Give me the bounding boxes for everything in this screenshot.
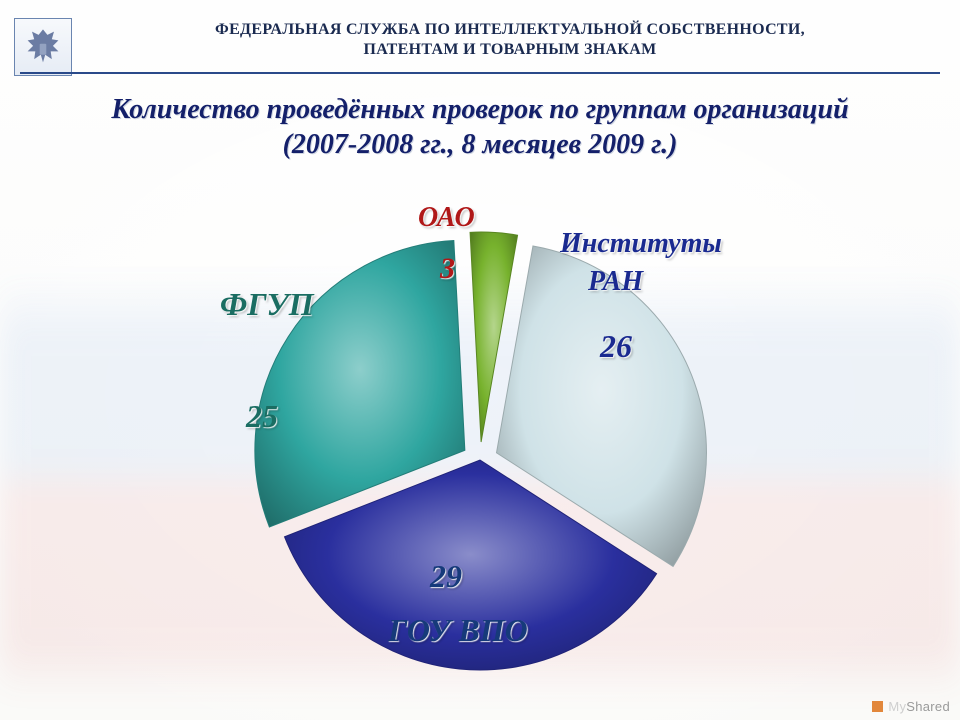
watermark-icon <box>872 701 883 712</box>
slice-value-oao: 3 <box>440 252 455 286</box>
slice-value-fgup: 25 <box>246 398 278 435</box>
watermark-suffix: Shared <box>906 699 950 714</box>
org-header: ФЕДЕРАЛЬНАЯ СЛУЖБА ПО ИНТЕЛЛЕКТУАЛЬНОЙ С… <box>90 20 930 60</box>
slide-title: Количество проведённых проверок по групп… <box>80 92 880 162</box>
org-line1: ФЕДЕРАЛЬНАЯ СЛУЖБА ПО ИНТЕЛЛЕКТУАЛЬНОЙ С… <box>215 21 805 38</box>
slice-label-ran: Институты <box>560 228 722 260</box>
watermark: MyShared <box>872 699 950 714</box>
slice-value-ran: 26 <box>600 328 632 365</box>
russia-emblem-icon <box>14 18 72 76</box>
header-rule <box>20 72 940 74</box>
slice-label-fgup: ФГУП <box>220 286 314 323</box>
slice-value-gou: 29 <box>430 558 462 595</box>
pie-chart: Институты РАН 26 ГОУ ВПО 29 ФГУП 25 ОАО 3 <box>0 170 960 710</box>
watermark-prefix: My <box>888 699 906 714</box>
slice-label-gou: ГОУ ВПО <box>388 612 528 649</box>
slice-label-oao: ОАО <box>418 202 475 234</box>
slide: ФЕДЕРАЛЬНАЯ СЛУЖБА ПО ИНТЕЛЛЕКТУАЛЬНОЙ С… <box>0 0 960 720</box>
slice-label-ran-line2: РАН <box>588 266 643 298</box>
org-line2: ПАТЕНТАМ И ТОВАРНЫМ ЗНАКАМ <box>363 41 656 58</box>
